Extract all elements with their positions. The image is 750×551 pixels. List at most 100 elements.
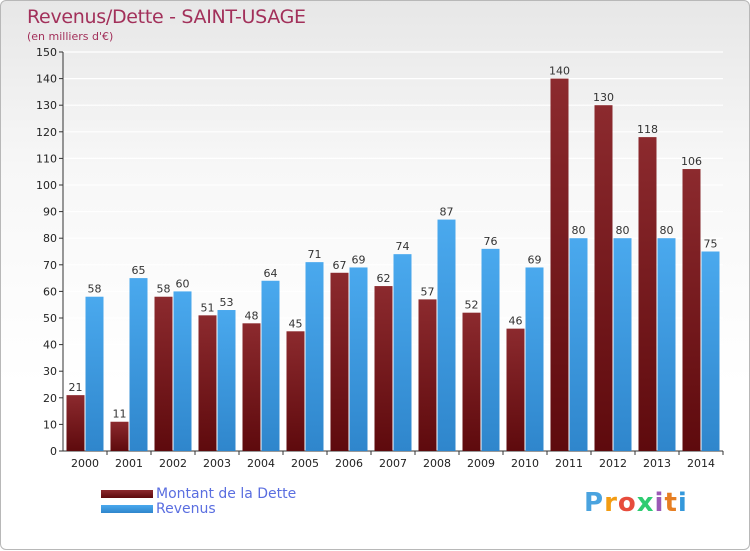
x-tick-label: 2002 xyxy=(159,457,187,470)
data-label-revenue-2011: 80 xyxy=(572,224,586,237)
data-label-revenue-2010: 69 xyxy=(528,253,542,266)
bar-revenue-2012 xyxy=(613,238,632,451)
bar-debt-2009 xyxy=(462,312,481,451)
y-tick-label: 30 xyxy=(43,365,57,378)
bar-revenue-2000 xyxy=(85,296,104,451)
bar-revenue-2001 xyxy=(129,278,148,451)
data-label-revenue-2012: 80 xyxy=(616,224,630,237)
x-tick-label: 2008 xyxy=(423,457,451,470)
data-labels: 21 58 11 65 58 60 51 53 48 64 45 71 67 69 62 74 57 87 52 76… xyxy=(69,65,718,421)
data-label-revenue-2007: 74 xyxy=(396,240,410,253)
bar-revenue-2005 xyxy=(305,262,324,451)
x-tick-label: 2014 xyxy=(687,457,715,470)
axes: 0 10 20 30 40 50 60 70 80 90 100 110 120 130 140 150 200… xyxy=(36,46,724,470)
data-label-debt-2010: 46 xyxy=(509,315,523,328)
chart-title: Revenus/Dette - SAINT-USAGE xyxy=(27,6,306,28)
data-label-revenue-2014: 75 xyxy=(704,238,718,251)
bar-revenue-2002 xyxy=(173,291,192,451)
logo-letter: x xyxy=(636,488,655,518)
bar-debt-2014 xyxy=(682,169,701,452)
x-tick-label: 2000 xyxy=(71,457,99,470)
data-label-revenue-2004: 64 xyxy=(264,267,278,280)
bar-debt-2004 xyxy=(242,323,261,451)
data-label-debt-2011: 140 xyxy=(549,65,570,78)
x-tick-label: 2013 xyxy=(643,457,671,470)
bar-revenue-2003 xyxy=(217,310,236,451)
data-label-debt-2006: 67 xyxy=(333,259,347,272)
chart-subtitle: (en milliers d'€) xyxy=(27,30,114,43)
x-tick-label: 2006 xyxy=(335,457,363,470)
y-tick-label: 130 xyxy=(36,99,57,112)
data-label-debt-2008: 57 xyxy=(421,285,435,298)
x-tick-label: 2010 xyxy=(511,457,539,470)
proxiti-logo: Proxiti xyxy=(584,488,688,518)
bar-revenue-2007 xyxy=(393,254,412,451)
bar-debt-2010 xyxy=(506,328,525,451)
bar-revenue-2009 xyxy=(481,248,500,451)
data-label-debt-2012: 130 xyxy=(593,91,614,104)
bar-debt-2001 xyxy=(110,421,129,451)
x-tick-label: 2009 xyxy=(467,457,495,470)
data-label-debt-2003: 51 xyxy=(201,301,215,314)
data-label-revenue-2013: 80 xyxy=(660,224,674,237)
logo-letter: P xyxy=(584,488,605,518)
logo-letter: o xyxy=(617,488,637,518)
data-label-revenue-2002: 60 xyxy=(176,277,190,290)
x-tick-label: 2012 xyxy=(599,457,627,470)
bar-debt-2003 xyxy=(198,315,217,451)
y-tick-label: 110 xyxy=(36,152,57,165)
x-tick-label: 2001 xyxy=(115,457,143,470)
y-tick-label: 20 xyxy=(43,392,57,405)
data-label-debt-2002: 58 xyxy=(157,283,171,296)
y-tick-label: 10 xyxy=(43,418,57,431)
gridlines xyxy=(63,51,723,425)
bar-revenue-2006 xyxy=(349,267,368,451)
data-label-debt-2013: 118 xyxy=(637,123,658,136)
data-label-debt-2001: 11 xyxy=(113,408,127,421)
x-tick-label: 2011 xyxy=(555,457,583,470)
y-tick-label: 100 xyxy=(36,179,57,192)
data-label-revenue-2008: 87 xyxy=(440,206,454,219)
bar-debt-2006 xyxy=(330,272,349,451)
logo-letter: i xyxy=(677,488,688,518)
legend-label-revenue: Revenus xyxy=(156,501,216,517)
data-label-debt-2007: 62 xyxy=(377,272,391,285)
data-label-debt-2004: 48 xyxy=(245,309,259,322)
y-tick-label: 140 xyxy=(36,73,57,86)
y-tick-label: 0 xyxy=(50,445,57,458)
bar-revenue-2008 xyxy=(437,219,456,451)
bars xyxy=(66,78,720,452)
legend-swatch-revenue xyxy=(101,505,153,513)
data-label-revenue-2000: 58 xyxy=(88,283,102,296)
y-tick-label: 80 xyxy=(43,232,57,245)
bar-debt-2007 xyxy=(374,286,393,451)
data-label-debt-2009: 52 xyxy=(465,299,479,312)
logo-letter: i xyxy=(654,488,665,518)
data-label-debt-2005: 45 xyxy=(289,317,303,330)
data-label-debt-2000: 21 xyxy=(69,381,83,394)
bar-revenue-2013 xyxy=(657,238,676,451)
bar-debt-2002 xyxy=(154,296,173,451)
data-label-debt-2014: 106 xyxy=(681,155,702,168)
data-label-revenue-2003: 53 xyxy=(220,296,234,309)
data-label-revenue-2009: 76 xyxy=(484,235,498,248)
bar-debt-2000 xyxy=(66,395,85,451)
bar-debt-2013 xyxy=(638,137,657,451)
legend-label-debt: Montant de la Dette xyxy=(156,486,297,502)
legend-swatch-debt xyxy=(101,490,153,498)
y-tick-label: 50 xyxy=(43,312,57,325)
bar-revenue-2011 xyxy=(569,238,588,451)
bar-debt-2012 xyxy=(594,105,613,451)
x-tick-label: 2007 xyxy=(379,457,407,470)
bar-debt-2011 xyxy=(550,78,569,451)
logo-letter: t xyxy=(664,488,678,518)
logo-letter: r xyxy=(604,488,618,518)
y-tick-label: 60 xyxy=(43,285,57,298)
y-tick-label: 40 xyxy=(43,339,57,352)
x-tick-label: 2004 xyxy=(247,457,275,470)
data-label-revenue-2001: 65 xyxy=(132,264,146,277)
bar-revenue-2010 xyxy=(525,267,544,451)
bar-revenue-2004 xyxy=(261,280,280,451)
